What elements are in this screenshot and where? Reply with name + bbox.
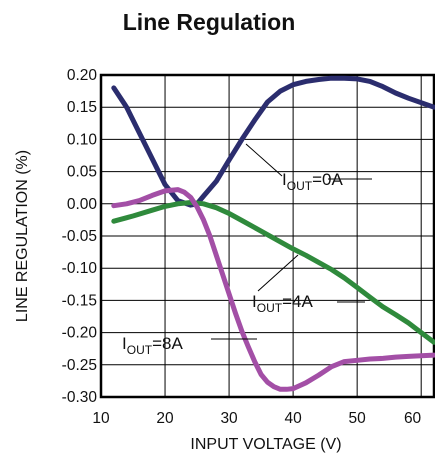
plot-frame — [99, 73, 435, 399]
leader-line-iout-4a — [257, 254, 299, 292]
x-axis-label: INPUT VOLTAGE (V) — [190, 436, 341, 453]
y-tick-labels: 0.20 0.15 0.10 0.05 0.00 -0.05 -0.10 -0.15 -0.20… — [62, 67, 98, 406]
series-line-iout-8a — [111, 187, 435, 392]
label-iout-0a: IOUT=0A — [282, 170, 343, 193]
series-line-iout-4a — [111, 200, 435, 345]
x-tick-label: 50 — [349, 410, 367, 427]
x-tick-labels: 10 20 30 40 50 60 — [92, 410, 421, 427]
y-tick-label: 0.05 — [67, 164, 97, 181]
label-iout-4a: IOUT=4A — [252, 292, 313, 315]
x-tick-label: 30 — [220, 410, 238, 427]
label-iout-8a: IOUT=8A — [122, 334, 183, 357]
chart-title: Line Regulation — [123, 9, 296, 35]
x-tick-label: 20 — [156, 410, 174, 427]
series-group — [111, 75, 435, 392]
y-tick-label: 0.20 — [67, 67, 98, 84]
y-tick-label: -0.20 — [62, 325, 98, 342]
y-tick-label: -0.10 — [62, 260, 98, 277]
y-tick-label: -0.25 — [62, 357, 97, 374]
y-tick-label: 0.15 — [67, 99, 97, 116]
y-tick-label: 0.10 — [67, 131, 98, 148]
y-tick-label: 0.00 — [67, 196, 98, 213]
x-tick-label: 40 — [284, 410, 302, 427]
y-axis-label: LINE REGULATION (%) — [14, 150, 31, 322]
y-tick-label: -0.05 — [62, 228, 97, 245]
series-line-iout-0a — [111, 75, 435, 208]
x-tick-label: 10 — [92, 410, 110, 427]
leader-line-iout-0a — [245, 143, 283, 177]
y-tick-label: -0.30 — [62, 389, 98, 406]
y-tick-label: -0.15 — [62, 292, 97, 309]
x-tick-label: 60 — [404, 410, 422, 427]
